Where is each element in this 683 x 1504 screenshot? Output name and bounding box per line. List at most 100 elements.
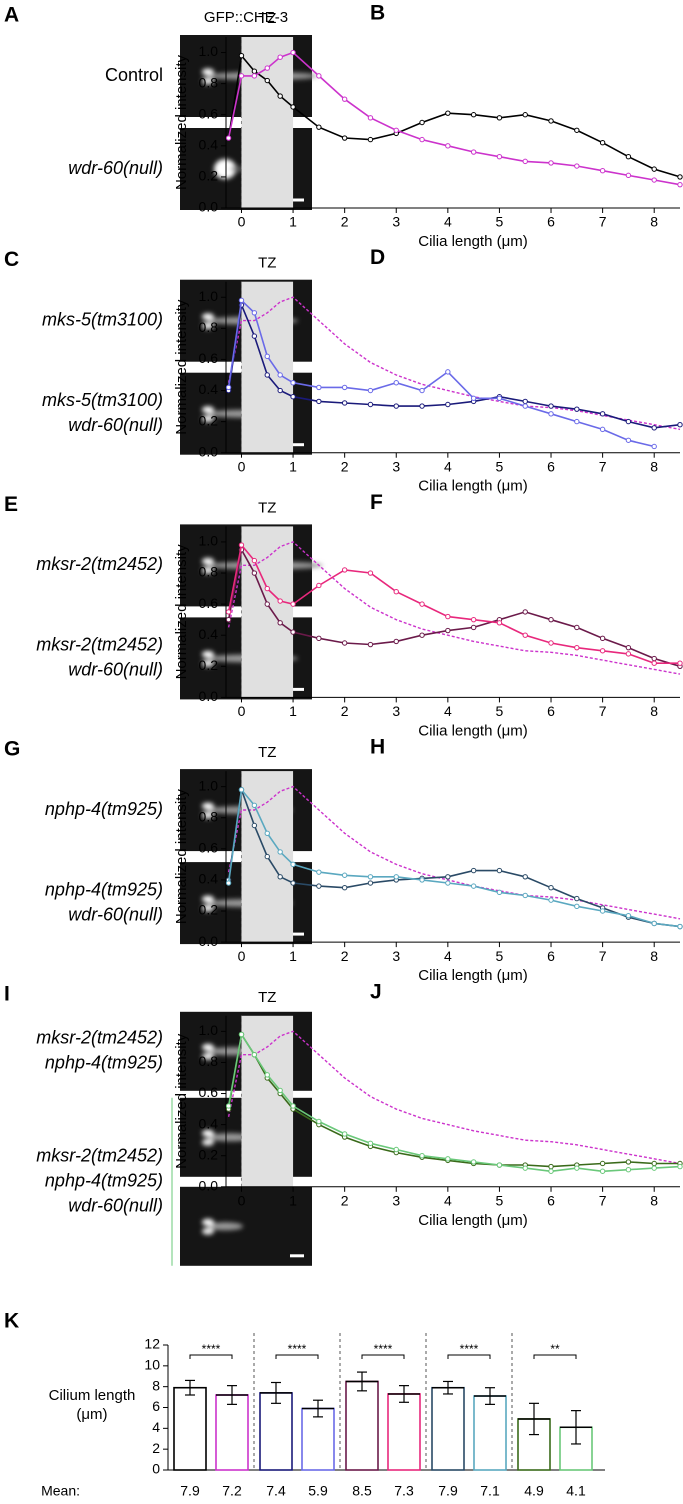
point — [277, 598, 283, 604]
point — [393, 380, 399, 386]
point — [419, 877, 425, 883]
point — [599, 426, 606, 433]
point — [470, 616, 477, 623]
signal — [202, 1043, 214, 1051]
point — [651, 1160, 657, 1167]
x-tick-label: 6 — [547, 458, 555, 474]
x-tick-label: 2 — [341, 458, 349, 474]
point — [651, 660, 657, 666]
point — [277, 54, 283, 60]
point — [277, 387, 283, 394]
y-axis-label: (μm) — [76, 1406, 107, 1423]
point — [574, 1165, 580, 1171]
point — [251, 557, 258, 564]
point — [522, 632, 528, 638]
genotype-label: wdr-60(null) — [68, 415, 163, 435]
genotype-label: wdr-60(null) — [68, 660, 163, 680]
point — [367, 641, 374, 648]
point — [599, 1168, 606, 1174]
significance-bracket — [533, 1354, 577, 1359]
genotype-label: mks-5(tm3100) — [42, 390, 163, 410]
point — [625, 912, 632, 919]
point — [277, 620, 283, 626]
point — [522, 874, 528, 880]
x-tick-label: 6 — [547, 948, 555, 964]
y-tick-label: 0.4 — [199, 626, 219, 642]
mean-value: 8.5 — [352, 1483, 372, 1499]
mean-value: 4.1 — [566, 1483, 586, 1499]
x-tick-label: 4 — [444, 458, 452, 474]
point — [625, 651, 632, 657]
signal — [202, 1138, 214, 1146]
point — [599, 908, 606, 914]
point — [238, 542, 245, 548]
series-line — [227, 296, 681, 431]
x-tick-label: 5 — [496, 458, 504, 474]
point — [238, 1031, 245, 1038]
point — [419, 119, 425, 126]
signal — [202, 811, 214, 819]
point — [548, 160, 554, 166]
point — [277, 1087, 283, 1094]
x-tick-label: 7 — [599, 703, 607, 719]
point — [367, 115, 374, 121]
signal — [202, 313, 214, 321]
y-tick-label: 0.4 — [199, 871, 219, 887]
x-tick-label: 4 — [444, 703, 452, 719]
point — [522, 158, 528, 165]
significance-label: **** — [374, 1342, 393, 1356]
x-tick-label: 2 — [341, 1193, 349, 1209]
y-tick-label: 0.2 — [199, 902, 219, 918]
y-tick-label: 1.0 — [199, 288, 219, 304]
mean-value: 7.9 — [180, 1483, 200, 1499]
point — [496, 115, 503, 121]
y-tick-label: 0.2 — [199, 168, 219, 184]
micrograph — [180, 1186, 312, 1266]
point — [522, 1165, 528, 1171]
point — [264, 1072, 270, 1078]
point — [290, 629, 296, 635]
y-tick-label: 1.0 — [199, 533, 219, 549]
micrograph-signal — [202, 1218, 243, 1235]
genotype-label: wdr-60(null) — [68, 158, 163, 178]
panel-letter: E — [4, 493, 18, 516]
y-tick-label: 0.8 — [199, 808, 219, 824]
tz-region — [241, 37, 294, 208]
point — [277, 849, 283, 855]
panel-letter: A — [4, 4, 19, 27]
signal — [202, 557, 214, 565]
point — [341, 872, 348, 878]
point — [599, 1160, 606, 1167]
point — [625, 418, 632, 425]
y-tick-label: 6 — [152, 1398, 160, 1414]
x-axis-label: Cilia length (μm) — [418, 1212, 528, 1229]
point — [290, 380, 296, 386]
point — [393, 127, 399, 133]
y-tick-label: 2 — [152, 1440, 160, 1456]
bar — [215, 1394, 249, 1471]
mean-value: 7.9 — [438, 1483, 458, 1499]
point — [367, 874, 374, 880]
point — [548, 403, 554, 409]
point — [677, 174, 683, 180]
y-tick-label: 0.8 — [199, 319, 219, 335]
genotype-label: wdr-60(null) — [68, 1196, 163, 1216]
mean-value: 7.4 — [266, 1483, 286, 1499]
point — [522, 398, 528, 405]
y-tick-label: 12 — [144, 1336, 160, 1352]
tz-region — [241, 526, 294, 698]
point — [316, 1118, 322, 1125]
point — [574, 903, 580, 910]
point — [238, 73, 245, 79]
signal — [202, 1227, 214, 1235]
genotype-label: mksr-2(tm2452) — [36, 554, 163, 574]
mean-value: 5.9 — [308, 1483, 328, 1499]
point — [316, 582, 322, 589]
y-tick-label: 0.0 — [199, 443, 219, 459]
y-axis-label: Normalized intensity — [173, 544, 190, 680]
tz-region — [241, 1015, 294, 1187]
point — [470, 624, 477, 631]
y-tick-label: 1.0 — [199, 1022, 219, 1038]
x-tick-label: 3 — [392, 948, 400, 964]
point — [548, 1163, 554, 1170]
